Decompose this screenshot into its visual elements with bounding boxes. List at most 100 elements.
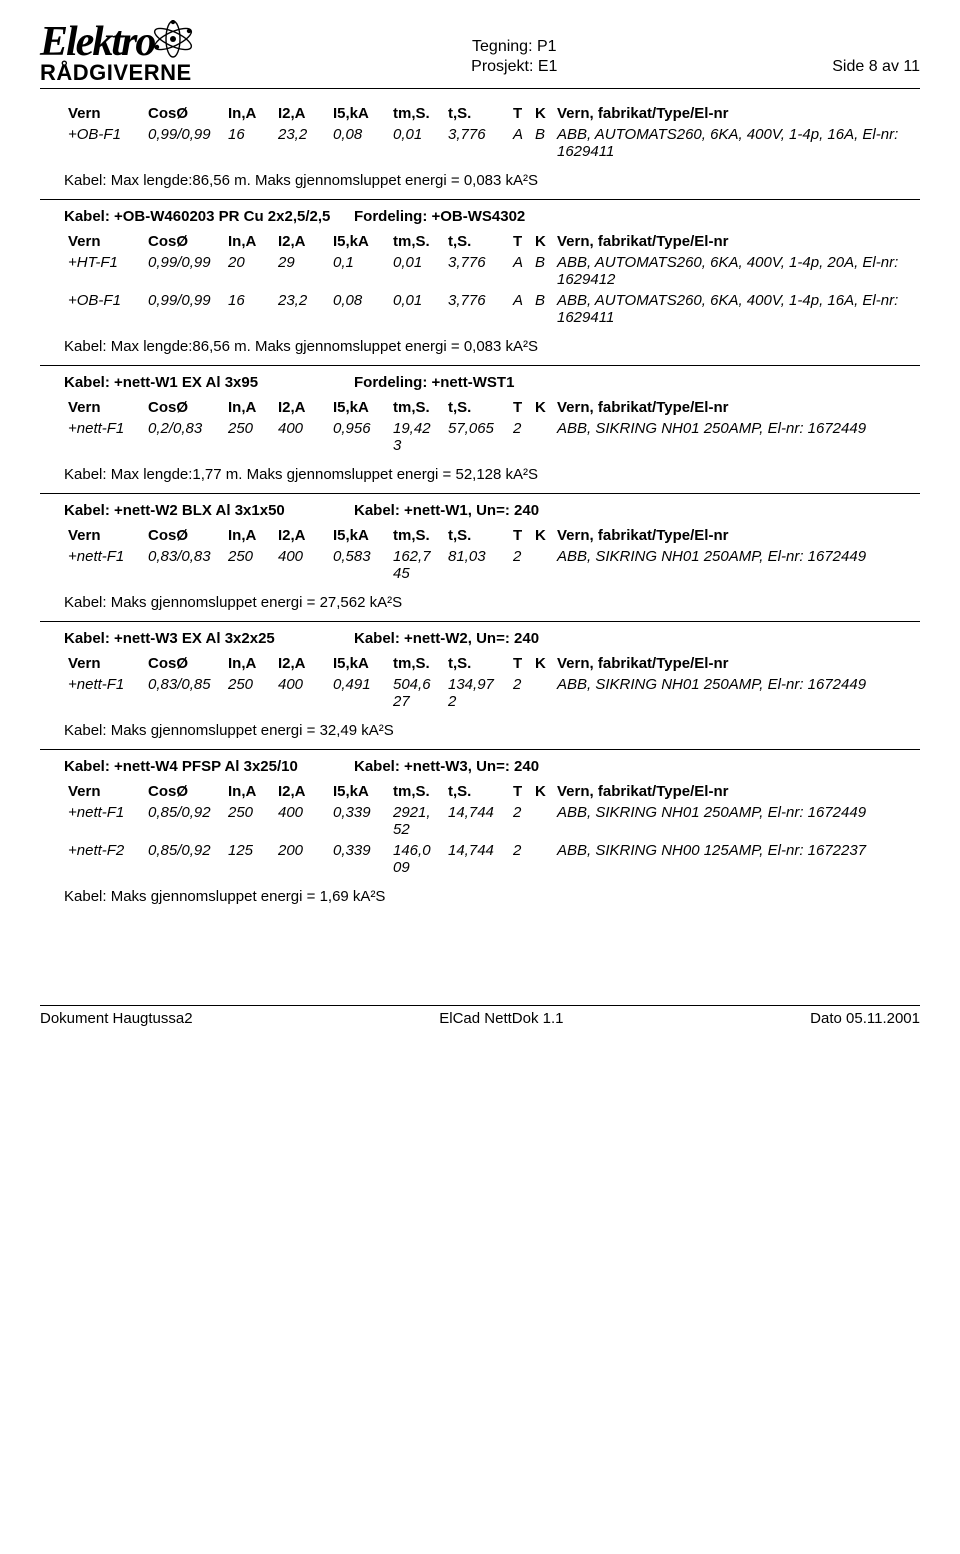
- cell-tm: 2921,52: [389, 802, 444, 840]
- cell-coso: 0,99/0,99: [144, 124, 224, 162]
- col-fab: Vern, fabrikat/Type/El-nr: [553, 653, 920, 674]
- cell-t: 2: [509, 674, 531, 712]
- cell-t: 2: [509, 840, 531, 878]
- cell-i2: 23,2: [274, 290, 329, 328]
- table-row: +nett-F20,85/0,921252000,339146,00914,74…: [64, 840, 920, 878]
- vern-table: VernCosØIn,AI2,AI5,kAtm,S.t,S.TKVern, fa…: [64, 103, 920, 162]
- col-i5: I5,kA: [329, 231, 389, 252]
- cell-k: [531, 840, 553, 878]
- section-rule: [40, 493, 920, 494]
- cell-k: B: [531, 290, 553, 328]
- col-fab: Vern, fabrikat/Type/El-nr: [553, 525, 920, 546]
- col-fab: Vern, fabrikat/Type/El-nr: [553, 103, 920, 124]
- table-row: +nett-F10,2/0,832504000,95619,42357,0652…: [64, 418, 920, 456]
- kabel-label: Kabel: +nett-W1 EX Al 3x95: [64, 374, 354, 391]
- footer-right: Dato 05.11.2001: [810, 1010, 920, 1027]
- col-tm: tm,S.: [389, 397, 444, 418]
- cell-coso: 0,99/0,99: [144, 252, 224, 290]
- cell-vern: +HT-F1: [64, 252, 144, 290]
- vern-table: VernCosØIn,AI2,AI5,kAtm,S.t,S.TKVern, fa…: [64, 781, 920, 878]
- kabel-heading: Kabel: +nett-W2 BLX Al 3x1x50Kabel: +net…: [40, 502, 920, 519]
- col-in: In,A: [224, 525, 274, 546]
- cell-tm: 504,627: [389, 674, 444, 712]
- col-k: K: [531, 103, 553, 124]
- col-in: In,A: [224, 781, 274, 802]
- col-k: K: [531, 525, 553, 546]
- col-t: T: [509, 653, 531, 674]
- cell-t: 2: [509, 546, 531, 584]
- col-vern: Vern: [64, 231, 144, 252]
- cell-i2: 400: [274, 546, 329, 584]
- table-row: +OB-F10,99/0,991623,20,080,013,776ABABB,…: [64, 124, 920, 162]
- kabel-note: Kabel: Maks gjennomsluppet energi = 27,5…: [40, 594, 920, 611]
- cell-ts: 81,03: [444, 546, 509, 584]
- kabel-note: Kabel: Maks gjennomsluppet energi = 1,69…: [40, 888, 920, 905]
- cell-tm: 0,01: [389, 124, 444, 162]
- fordeling-label: Fordeling: +OB-WS4302: [354, 208, 525, 225]
- col-tm: tm,S.: [389, 653, 444, 674]
- cell-k: [531, 674, 553, 712]
- col-i2: I2,A: [274, 781, 329, 802]
- col-i5: I5,kA: [329, 103, 389, 124]
- table-row: +HT-F10,99/0,9920290,10,013,776ABABB, AU…: [64, 252, 920, 290]
- page-number: Side 8 av 11: [832, 24, 920, 76]
- cell-i5: 0,1: [329, 252, 389, 290]
- col-ts: t,S.: [444, 103, 509, 124]
- vern-table: VernCosØIn,AI2,AI5,kAtm,S.t,S.TKVern, fa…: [64, 231, 920, 328]
- col-t: T: [509, 397, 531, 418]
- kabel-label: Kabel: +nett-W2 BLX Al 3x1x50: [64, 502, 354, 519]
- cell-in: 16: [224, 124, 274, 162]
- cell-i5: 0,956: [329, 418, 389, 456]
- cell-coso: 0,2/0,83: [144, 418, 224, 456]
- col-fab: Vern, fabrikat/Type/El-nr: [553, 781, 920, 802]
- col-ts: t,S.: [444, 781, 509, 802]
- cell-i2: 200: [274, 840, 329, 878]
- col-vern: Vern: [64, 397, 144, 418]
- cell-ts: 57,065: [444, 418, 509, 456]
- vern-table: VernCosØIn,AI2,AI5,kAtm,S.t,S.TKVern, fa…: [64, 397, 920, 456]
- col-k: K: [531, 231, 553, 252]
- tegning-label: Tegning: P1: [196, 38, 832, 56]
- cell-fab: ABB, SIKRING NH01 250AMP, El-nr: 1672449: [553, 802, 920, 840]
- cell-in: 20: [224, 252, 274, 290]
- fordeling-label: Kabel: +nett-W1, Un=: 240: [354, 502, 539, 519]
- section-rule: [40, 749, 920, 750]
- vern-table: VernCosØIn,AI2,AI5,kAtm,S.t,S.TKVern, fa…: [64, 653, 920, 712]
- page-header: Elektro RÅDGIVERNE Tegning: P1 Prosjekt:: [40, 24, 920, 86]
- cell-coso: 0,83/0,85: [144, 674, 224, 712]
- cell-tm: 19,423: [389, 418, 444, 456]
- col-coso: CosØ: [144, 103, 224, 124]
- cell-i2: 29: [274, 252, 329, 290]
- col-coso: CosØ: [144, 525, 224, 546]
- col-t: T: [509, 231, 531, 252]
- col-vern: Vern: [64, 653, 144, 674]
- fordeling-label: Fordeling: +nett-WST1: [354, 374, 514, 391]
- prosjekt-label: Prosjekt: E1: [196, 58, 832, 76]
- header-center: Tegning: P1 Prosjekt: E1: [196, 24, 832, 78]
- col-in: In,A: [224, 103, 274, 124]
- col-ts: t,S.: [444, 397, 509, 418]
- cell-coso: 0,85/0,92: [144, 840, 224, 878]
- cell-i5: 0,339: [329, 840, 389, 878]
- cell-tm: 146,009: [389, 840, 444, 878]
- col-i5: I5,kA: [329, 781, 389, 802]
- table-row: +OB-F10,99/0,991623,20,080,013,776ABABB,…: [64, 290, 920, 328]
- footer-left: Dokument Haugtussa2: [40, 1010, 193, 1027]
- cell-i5: 0,08: [329, 124, 389, 162]
- col-ts: t,S.: [444, 653, 509, 674]
- kabel-note: Kabel: Max lengde:1,77 m. Maks gjennomsl…: [40, 466, 920, 483]
- cell-k: [531, 802, 553, 840]
- cell-in: 125: [224, 840, 274, 878]
- cell-t: A: [509, 290, 531, 328]
- col-coso: CosØ: [144, 231, 224, 252]
- cell-in: 250: [224, 546, 274, 584]
- logo: Elektro RÅDGIVERNE: [40, 24, 196, 86]
- cell-coso: 0,83/0,83: [144, 546, 224, 584]
- cell-t: 2: [509, 802, 531, 840]
- header-rule: [40, 88, 920, 89]
- kabel-note: Kabel: Max lengde:86,56 m. Maks gjennoms…: [40, 338, 920, 355]
- col-tm: tm,S.: [389, 781, 444, 802]
- cell-fab: ABB, SIKRING NH00 125AMP, El-nr: 1672237: [553, 840, 920, 878]
- col-tm: tm,S.: [389, 103, 444, 124]
- cell-in: 250: [224, 674, 274, 712]
